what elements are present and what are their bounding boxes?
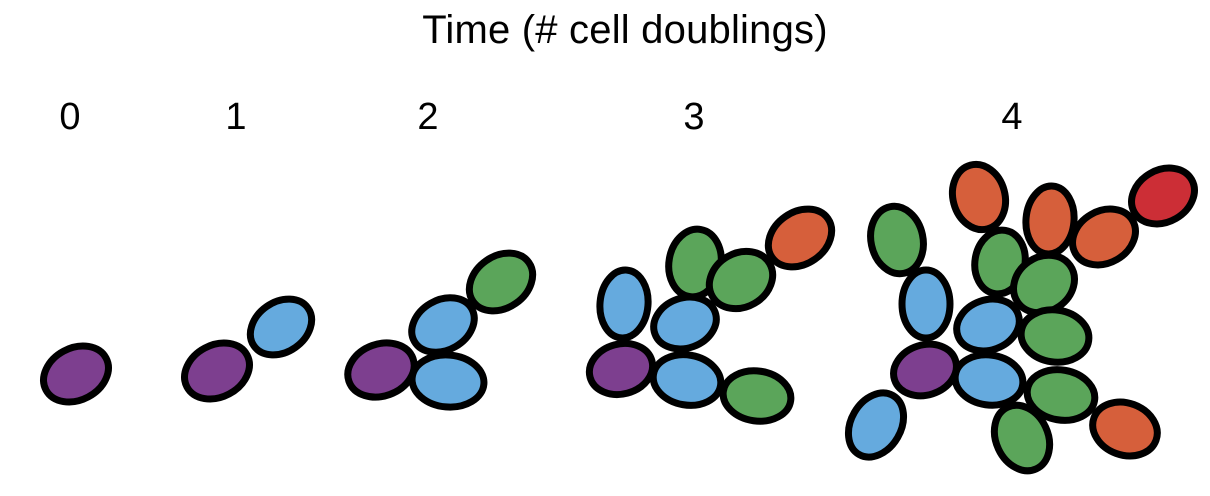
- stage-1-cells: [181, 295, 316, 403]
- cell: [1023, 366, 1099, 424]
- cell: [844, 389, 908, 461]
- cell: [1089, 398, 1161, 460]
- cell: [890, 340, 960, 400]
- cell: [948, 160, 1010, 234]
- stage-label-0: 0: [59, 96, 81, 138]
- cell: [898, 266, 954, 342]
- cell: [1010, 251, 1078, 317]
- cell: [867, 202, 927, 278]
- cell: [181, 339, 253, 403]
- cell: [40, 342, 112, 406]
- stage-label-4: 4: [1001, 96, 1023, 138]
- cell: [408, 351, 488, 411]
- cell: [719, 367, 795, 425]
- stage-label-1: 1: [225, 96, 247, 138]
- stage-2-cells: [344, 249, 537, 411]
- stage-label-2: 2: [417, 96, 439, 138]
- diagram-title: Time (# cell doublings): [422, 8, 828, 52]
- cell: [990, 401, 1054, 475]
- cell: [951, 351, 1027, 409]
- cell: [649, 351, 725, 409]
- cell: [650, 293, 720, 353]
- cell: [1128, 164, 1198, 228]
- cell: [1069, 205, 1139, 269]
- stage-0-cells: [40, 342, 112, 406]
- cell: [246, 295, 316, 359]
- stage-label-3: 3: [683, 96, 705, 138]
- cell: [1022, 182, 1078, 258]
- cell: [705, 247, 777, 313]
- cell: [585, 339, 657, 399]
- cell: [764, 205, 836, 271]
- cell: [408, 294, 478, 356]
- stage-3-cells: [585, 205, 836, 425]
- cell: [344, 339, 418, 401]
- cell: [953, 295, 1023, 355]
- stage-4-cells: [844, 160, 1198, 475]
- cell: [596, 266, 652, 342]
- cell: [465, 249, 537, 315]
- cell: [1017, 306, 1093, 366]
